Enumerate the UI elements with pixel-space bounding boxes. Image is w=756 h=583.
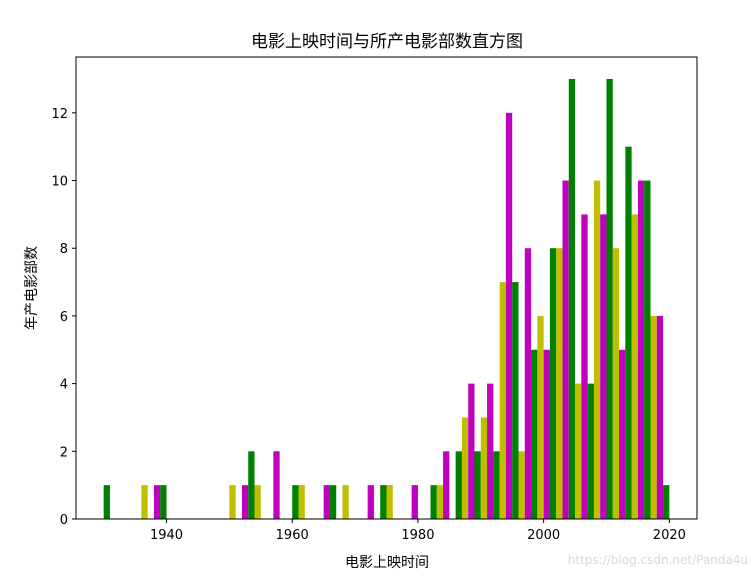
y-tick-label: 6 xyxy=(60,310,68,325)
histogram-bar xyxy=(625,146,632,519)
histogram-bar xyxy=(524,248,532,520)
histogram-bar xyxy=(537,315,544,519)
histogram-bar xyxy=(600,214,607,519)
histogram-bar xyxy=(581,214,588,519)
y-tick-label: 2 xyxy=(60,445,68,460)
histogram-bar xyxy=(323,485,330,519)
histogram-bar xyxy=(487,383,494,519)
y-tick-label: 12 xyxy=(51,107,68,122)
histogram-bar xyxy=(298,485,305,519)
x-axis-label: 电影上映时间 xyxy=(345,555,429,571)
histogram-bar xyxy=(273,451,280,519)
axis-ticks: 1940 1960 1980 2000 2020 0 2 4 6 8 10 12 xyxy=(51,107,685,543)
histogram-bar xyxy=(468,383,475,519)
x-tick-label: 1980 xyxy=(401,528,434,543)
y-tick-label: 8 xyxy=(60,242,68,257)
histogram-bar xyxy=(342,485,349,519)
histogram-bar xyxy=(656,315,664,519)
histogram-bar xyxy=(644,180,651,520)
histogram-bar xyxy=(248,451,255,519)
histogram-bar xyxy=(461,417,469,519)
histogram-bar xyxy=(499,282,506,519)
histogram-bar xyxy=(436,485,444,519)
y-axis-label: 年产电影部数 xyxy=(24,246,40,330)
histogram-bar xyxy=(380,485,387,519)
histogram-bar xyxy=(474,451,481,519)
histogram-bar xyxy=(367,485,374,519)
x-tick-label: 1960 xyxy=(276,528,309,543)
y-tick-label: 10 xyxy=(51,175,68,190)
histogram-bar xyxy=(229,485,236,519)
histogram-bar xyxy=(241,485,249,519)
histogram-bar xyxy=(631,214,638,519)
y-tick-label: 4 xyxy=(60,378,68,393)
histogram-bar xyxy=(505,112,513,519)
histogram-bar xyxy=(549,248,557,520)
histogram-bar xyxy=(619,349,626,519)
histogram-bar xyxy=(493,451,500,519)
watermark: https://blog.csdn.net/Panda4u xyxy=(567,553,748,567)
histogram-bar xyxy=(587,383,594,519)
histogram-bar xyxy=(141,485,148,519)
x-tick-label: 1940 xyxy=(150,528,183,543)
histogram-bar xyxy=(430,485,437,519)
histogram-bar xyxy=(512,282,519,519)
histogram-bar xyxy=(543,349,550,519)
histogram-bar xyxy=(386,485,393,519)
histogram-bar xyxy=(329,485,337,519)
histogram-bar xyxy=(556,248,563,520)
histogram-bar xyxy=(663,485,670,519)
histogram-bar xyxy=(568,79,576,519)
histogram-bar xyxy=(411,485,418,519)
bars-group xyxy=(103,79,670,520)
histogram-bar xyxy=(160,485,167,519)
histogram-bar xyxy=(650,315,657,519)
histogram-bar xyxy=(562,180,569,520)
histogram-bar xyxy=(637,180,645,520)
x-tick-label: 2000 xyxy=(527,528,560,543)
histogram-bar xyxy=(443,451,450,519)
histogram-bar xyxy=(518,451,525,519)
histogram-bar xyxy=(531,349,538,519)
histogram-bar xyxy=(480,417,488,519)
x-tick-label: 2020 xyxy=(653,528,686,543)
histogram-bar xyxy=(292,485,299,519)
histogram-bar xyxy=(153,485,161,519)
histogram-bar xyxy=(455,451,462,519)
chart-title: 电影上映时间与所产电影部数直方图 xyxy=(251,32,523,52)
histogram-bar xyxy=(575,383,582,519)
histogram-bar xyxy=(593,180,601,520)
histogram-bar xyxy=(254,485,261,519)
histogram-bar xyxy=(606,79,613,519)
histogram-bar xyxy=(103,485,110,519)
y-tick-label: 0 xyxy=(60,513,68,528)
histogram-bar xyxy=(612,248,620,520)
axes-frame xyxy=(75,56,698,520)
